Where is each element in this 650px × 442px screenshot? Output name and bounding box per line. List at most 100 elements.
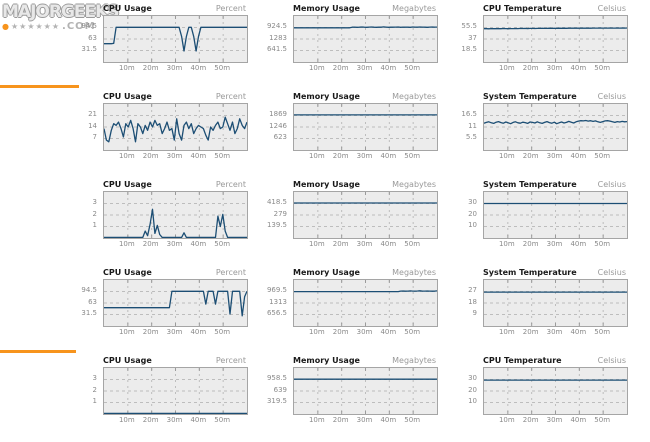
x-tick-label: 20m (142, 240, 159, 248)
logo-stars-icon: ★★★★★★ (10, 21, 61, 31)
chart-header: CPU Temperature Celsius (483, 4, 626, 13)
y-axis-labels: 94.5 63 31.5 (63, 15, 100, 61)
x-tick-label: 10m (118, 152, 135, 160)
x-tick-label: 50m (214, 416, 231, 424)
y-tick-label: 139.5 (266, 221, 287, 229)
chart-header: System Temperature Celsius (483, 92, 626, 101)
x-axis-labels: 10m 20m 30m 40m 50m (103, 416, 246, 425)
chart-plot-area (103, 15, 248, 63)
x-tick-label: 10m (498, 240, 515, 248)
chart-title: CPU Temperature (483, 356, 562, 365)
y-tick-label: 319.5 (266, 397, 287, 405)
x-axis-labels: 10m 20m 30m 40m 50m (483, 152, 626, 161)
chart-unit-label: Percent (215, 180, 246, 189)
x-tick-label: 50m (214, 240, 231, 248)
chart-header: CPU Usage Percent (103, 356, 246, 365)
x-tick-label: 10m (498, 328, 515, 336)
x-axis-labels: 10m 20m 30m 40m 50m (103, 240, 246, 249)
chart-header: Memory Usage Megabytes (293, 356, 436, 365)
x-tick-label: 50m (214, 152, 231, 160)
y-axis-labels: 27 18 9 (443, 279, 480, 325)
chart-title: CPU Usage (103, 268, 152, 277)
x-tick-label: 10m (308, 64, 325, 72)
chart-plot-area (293, 279, 438, 327)
chart-header: CPU Usage Percent (103, 92, 246, 101)
x-tick-label: 40m (380, 64, 397, 72)
chart-unit-label: Percent (215, 92, 246, 101)
y-axis-labels: 30 20 10 (443, 367, 480, 413)
y-tick-label: 1869 (269, 110, 287, 118)
chart-title: Memory Usage (293, 4, 360, 13)
chart-unit-label: Celsius (597, 92, 626, 101)
y-axis-labels: 3 2 1 (63, 191, 100, 237)
y-tick-label: 20 (468, 209, 477, 218)
chart-plot-area (103, 103, 248, 151)
x-tick-label: 40m (570, 416, 587, 424)
chart-svg (484, 16, 627, 62)
chart-header: System Temperature Celsius (483, 180, 626, 189)
series-line (104, 290, 247, 317)
y-tick-label: 924.5 (266, 22, 287, 30)
x-tick-label: 40m (190, 152, 207, 160)
x-tick-label: 10m (308, 240, 325, 248)
charts-grid: CPU Usage Percent 94.5 63 31.5 10m 20m 30m 40… (63, 0, 633, 440)
chart-svg (104, 192, 247, 238)
chart-header: CPU Usage Percent (103, 268, 246, 277)
y-tick-label: 7 (92, 133, 97, 141)
logo-com-label: .COM (62, 21, 96, 32)
chart-title: Memory Usage (293, 180, 360, 189)
chart-unit-label: Percent (215, 268, 246, 277)
chart-unit-label: Percent (215, 4, 246, 13)
chart-plot-area (103, 367, 248, 415)
x-axis-labels: 10m 20m 30m 40m 50m (483, 416, 626, 425)
chart-panel-2: CPU Temperature Celsius 55.5 37 18.5 10m 20… (443, 0, 633, 88)
y-tick-label: 94.5 (81, 22, 97, 30)
y-axis-labels: 55.5 37 18.5 (443, 15, 480, 61)
chart-plot-area (293, 103, 438, 151)
chart-header: Memory Usage Megabytes (293, 92, 436, 101)
y-tick-label: 55.5 (461, 22, 477, 30)
y-tick-label: 18.5 (461, 45, 477, 53)
chart-panel-4: Memory Usage Megabytes 1869 1246 623 10m 20… (253, 88, 443, 176)
x-axis-labels: 10m 20m 30m 40m 50m (103, 328, 246, 337)
chart-title: System Temperature (483, 268, 577, 277)
chart-unit-label: Megabytes (392, 92, 436, 101)
x-axis-labels: 10m 20m 30m 40m 50m (293, 328, 436, 337)
y-tick-label: 11 (468, 121, 477, 130)
chart-plot-area (293, 191, 438, 239)
chart-header: CPU Temperature Celsius (483, 356, 626, 365)
y-tick-label: 639 (273, 385, 287, 394)
chart-unit-label: Celsius (597, 4, 626, 13)
chart-title: System Temperature (483, 180, 577, 189)
x-tick-label: 30m (546, 416, 563, 424)
chart-plot-area (483, 191, 628, 239)
chart-svg (294, 368, 437, 414)
x-tick-label: 30m (546, 152, 563, 160)
y-axis-labels: 21 14 7 (63, 103, 100, 149)
chart-svg (484, 368, 627, 414)
chart-header: Memory Usage Megabytes (293, 268, 436, 277)
y-tick-label: 31.5 (81, 309, 97, 317)
chart-header: CPU Usage Percent (103, 180, 246, 189)
chart-unit-label: Celsius (597, 268, 626, 277)
chart-panel-1: Memory Usage Megabytes 924.5 1283 641.5 10… (253, 0, 443, 88)
chart-title: Memory Usage (293, 268, 360, 277)
x-tick-label: 50m (404, 152, 421, 160)
chart-title: CPU Usage (103, 4, 152, 13)
x-tick-label: 10m (118, 64, 135, 72)
chart-header: Memory Usage Megabytes (293, 4, 436, 13)
x-tick-label: 50m (214, 64, 231, 72)
x-tick-label: 20m (142, 328, 159, 336)
chart-plot-area (103, 191, 248, 239)
x-tick-label: 40m (380, 152, 397, 160)
chart-plot-area (483, 367, 628, 415)
x-axis-labels: 10m 20m 30m 40m 50m (483, 240, 626, 249)
y-tick-label: 14 (88, 121, 97, 130)
x-tick-label: 30m (356, 328, 373, 336)
x-tick-label: 10m (308, 152, 325, 160)
x-axis-labels: 10m 20m 30m 40m 50m (293, 416, 436, 425)
x-tick-label: 10m (498, 64, 515, 72)
x-tick-label: 20m (332, 416, 349, 424)
x-tick-label: 20m (142, 416, 159, 424)
x-tick-label: 40m (190, 64, 207, 72)
